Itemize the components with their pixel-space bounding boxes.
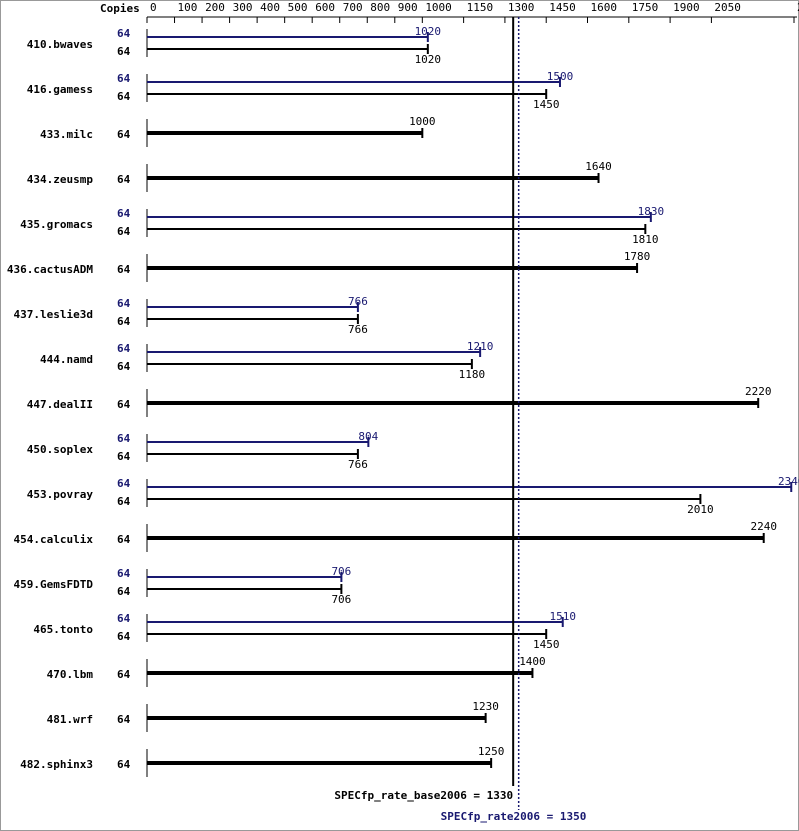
copies-label: 64 (117, 315, 131, 328)
value-label: 766 (348, 295, 368, 308)
category-label: 481.wrf (47, 713, 93, 726)
x-tick-label: 1000 (425, 1, 452, 14)
copies-label: 64 (117, 567, 131, 580)
value-label: 1830 (638, 205, 665, 218)
copies-label: 64 (117, 263, 131, 276)
x-tick-label: 600 (315, 1, 335, 14)
value-label: 2340 (778, 475, 799, 488)
category-label: 444.namd (40, 353, 93, 366)
x-tick-label: 400 (260, 1, 280, 14)
copies-label: 64 (117, 585, 131, 598)
x-tick-label: 1900 (673, 1, 700, 14)
copies-label: 64 (117, 758, 131, 771)
copies-label: 64 (117, 45, 131, 58)
value-label: 766 (348, 323, 368, 336)
x-tick-label: 2050 (714, 1, 741, 14)
x-tick-label: 0 (150, 1, 157, 14)
x-tick-label: 800 (370, 1, 390, 14)
category-label: 465.tonto (33, 623, 93, 636)
value-label: 1000 (409, 115, 436, 128)
x-tick-label: 1300 (508, 1, 535, 14)
category-label: 434.zeusmp (27, 173, 94, 186)
x-tick-label: 1600 (591, 1, 618, 14)
value-label: 1020 (415, 53, 442, 66)
value-label: 804 (358, 430, 378, 443)
x-tick-label: 1150 (467, 1, 494, 14)
value-label: 1230 (472, 700, 499, 713)
copies-label: 64 (117, 90, 131, 103)
copies-label: 64 (117, 207, 131, 220)
category-label: 459.GemsFDTD (14, 578, 94, 591)
value-label: 1510 (549, 610, 576, 623)
value-label: 766 (348, 458, 368, 471)
x-tick-label: 500 (288, 1, 308, 14)
copies-label: 64 (117, 398, 131, 411)
value-label: 1450 (533, 638, 560, 651)
value-label: 2220 (745, 385, 772, 398)
x-tick-label: 1450 (549, 1, 576, 14)
value-label: 706 (331, 565, 351, 578)
value-label: 1210 (467, 340, 494, 353)
reference-label: SPECfp_rate2006 = 1350 (441, 810, 587, 823)
value-label: 2010 (687, 503, 714, 516)
value-label: 2240 (750, 520, 777, 533)
copies-label: 64 (117, 495, 131, 508)
x-tick-label: 100 (178, 1, 198, 14)
copies-label: 64 (117, 477, 131, 490)
x-tick-label: 900 (398, 1, 418, 14)
copies-label: 64 (117, 450, 131, 463)
x-tick-label: 700 (343, 1, 363, 14)
copies-label: 64 (117, 432, 131, 445)
x-tick-label: 300 (233, 1, 253, 14)
value-label: 1450 (533, 98, 560, 111)
copies-label: 64 (117, 612, 131, 625)
category-label: 447.dealII (27, 398, 93, 411)
category-label: 435.gromacs (20, 218, 93, 231)
copies-label: 64 (117, 173, 131, 186)
category-label: 410.bwaves (27, 38, 93, 51)
value-label: 706 (331, 593, 351, 606)
category-label: 453.povray (27, 488, 94, 501)
category-label: 470.lbm (47, 668, 94, 681)
value-label: 1640 (585, 160, 612, 173)
x-tick-label: 2350 (797, 1, 799, 14)
copies-label: 64 (117, 297, 131, 310)
category-label: 437.leslie3d (14, 308, 93, 321)
reference-label: SPECfp_rate_base2006 = 1330 (334, 789, 513, 802)
x-tick-label: 1750 (632, 1, 659, 14)
value-label: 1810 (632, 233, 659, 246)
value-label: 1400 (519, 655, 546, 668)
category-label: 436.cactusADM (7, 263, 93, 276)
category-label: 433.milc (40, 128, 93, 141)
value-label: 1500 (547, 70, 574, 83)
x-tick-label: 200 (205, 1, 225, 14)
copies-label: 64 (117, 225, 131, 238)
category-label: 450.soplex (27, 443, 94, 456)
category-label: 482.sphinx3 (20, 758, 93, 771)
copies-label: 64 (117, 713, 131, 726)
copies-label: 64 (117, 128, 131, 141)
copies-header: Copies (100, 2, 140, 15)
copies-label: 64 (117, 360, 131, 373)
value-label: 1020 (415, 25, 442, 38)
category-label: 416.gamess (27, 83, 93, 96)
copies-label: 64 (117, 668, 131, 681)
copies-label: 64 (117, 342, 131, 355)
category-label: 454.calculix (14, 533, 94, 546)
value-label: 1180 (459, 368, 486, 381)
copies-label: 64 (117, 72, 131, 85)
value-label: 1250 (478, 745, 505, 758)
copies-label: 64 (117, 27, 131, 40)
value-label: 1780 (624, 250, 651, 263)
copies-label: 64 (117, 533, 131, 546)
copies-label: 64 (117, 630, 131, 643)
